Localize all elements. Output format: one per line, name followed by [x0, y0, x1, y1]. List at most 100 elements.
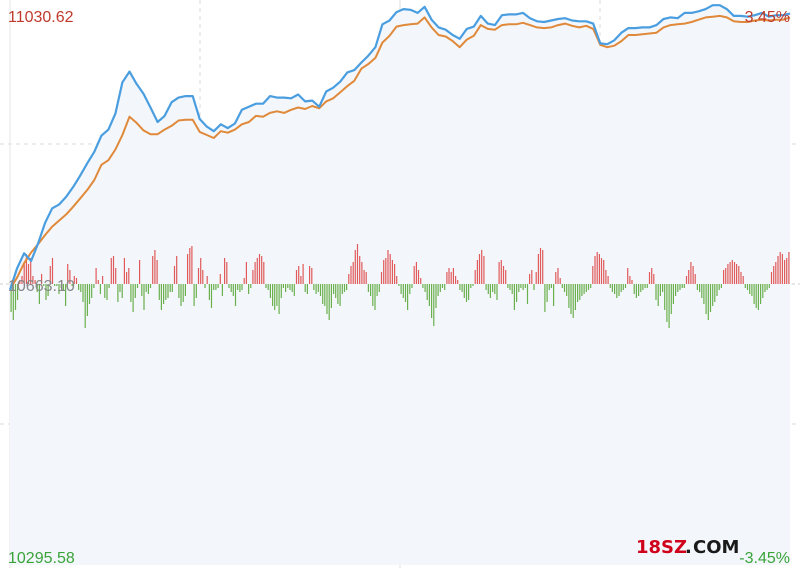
- series-average-line: [9, 14, 791, 290]
- bar-down: [315, 284, 317, 294]
- bar-down: [677, 284, 679, 292]
- bar-down: [764, 284, 766, 292]
- bar-down: [276, 284, 278, 306]
- bar-up: [187, 254, 189, 284]
- bar-down: [753, 284, 755, 304]
- bar-up: [139, 260, 141, 284]
- bar-down: [407, 284, 409, 310]
- bar-down: [563, 284, 566, 292]
- bar-down: [71, 284, 73, 286]
- bar-down: [509, 284, 511, 290]
- bar-up: [529, 274, 531, 284]
- bar-up: [295, 270, 298, 284]
- bar-down: [720, 284, 722, 288]
- bar-up: [505, 270, 507, 284]
- bar-down: [60, 284, 62, 288]
- bar-down: [638, 284, 640, 296]
- bar-down: [526, 284, 529, 304]
- bar-down: [163, 284, 165, 304]
- bar-down: [65, 284, 67, 306]
- pct-label-bottom: -3.45%: [739, 550, 790, 567]
- bar-down: [461, 284, 463, 292]
- bar-down: [459, 284, 461, 290]
- bar-up: [605, 270, 607, 284]
- bar-down: [577, 284, 579, 302]
- bar-down: [709, 284, 712, 312]
- bar-up: [598, 254, 600, 284]
- bar-down: [147, 284, 149, 294]
- bar-down: [616, 284, 618, 298]
- bar-down: [204, 284, 206, 288]
- bar-up: [356, 244, 359, 284]
- bar-down: [664, 284, 666, 310]
- bar-down: [304, 284, 306, 292]
- bar-down: [343, 284, 346, 292]
- bar-up: [450, 272, 452, 284]
- bar-down: [230, 284, 232, 292]
- bar-down: [672, 284, 674, 304]
- bar-down: [507, 284, 509, 288]
- bar-down: [513, 284, 515, 310]
- bar-up: [176, 256, 178, 284]
- bar-down: [548, 284, 550, 290]
- bar-up: [481, 250, 483, 284]
- bar-down: [291, 284, 293, 292]
- bar-down: [130, 284, 132, 302]
- bar-down: [326, 284, 328, 314]
- bar-down: [670, 284, 672, 314]
- bar-up: [359, 256, 361, 284]
- bar-down: [522, 284, 524, 290]
- bar-down: [400, 284, 402, 294]
- bar-down: [683, 284, 685, 288]
- bar-down: [167, 284, 169, 298]
- bar-up: [75, 278, 78, 284]
- bar-down: [766, 284, 768, 290]
- bar-down: [78, 284, 80, 290]
- bar-down: [751, 284, 753, 296]
- bar-up: [476, 260, 478, 284]
- bar-up: [784, 260, 786, 284]
- bar-down: [180, 284, 182, 306]
- bar-down: [659, 284, 661, 296]
- bar-up: [21, 276, 23, 284]
- bar-down: [550, 284, 552, 288]
- bar-up: [500, 260, 502, 284]
- bar-down: [158, 284, 160, 300]
- bar-down: [84, 284, 86, 328]
- bar-up: [420, 278, 422, 284]
- bar-up: [354, 250, 356, 284]
- bar-up: [394, 264, 396, 284]
- bar-down: [635, 284, 637, 298]
- bar-down: [561, 284, 563, 288]
- bar-down: [80, 284, 82, 292]
- bar-down: [487, 284, 489, 294]
- bar-up: [97, 280, 99, 284]
- bar-down: [132, 284, 134, 312]
- bar-up: [189, 248, 191, 284]
- bar-down: [378, 284, 380, 292]
- bar-down: [274, 284, 276, 310]
- bar-up: [387, 250, 389, 284]
- bar-down: [82, 284, 84, 302]
- bar-down: [372, 284, 374, 306]
- bar-down: [463, 284, 465, 298]
- bar-down: [646, 284, 648, 288]
- bar-down: [553, 284, 555, 306]
- bar-down: [428, 284, 430, 306]
- bar-down: [496, 284, 498, 300]
- bar-up: [539, 248, 542, 284]
- watermark-main: 18SZ: [636, 537, 687, 558]
- bar-up: [51, 258, 54, 284]
- bar-up: [725, 268, 727, 284]
- bar-up: [727, 264, 729, 284]
- bar-down: [317, 284, 319, 292]
- bar-down: [640, 284, 642, 292]
- bar-down: [313, 284, 315, 290]
- bar-down: [609, 284, 611, 288]
- bar-down: [285, 284, 287, 292]
- bar-down: [88, 284, 91, 304]
- bar-up: [363, 270, 365, 284]
- bar-up: [206, 276, 208, 284]
- bar-down: [370, 284, 372, 296]
- bar-up: [191, 246, 193, 284]
